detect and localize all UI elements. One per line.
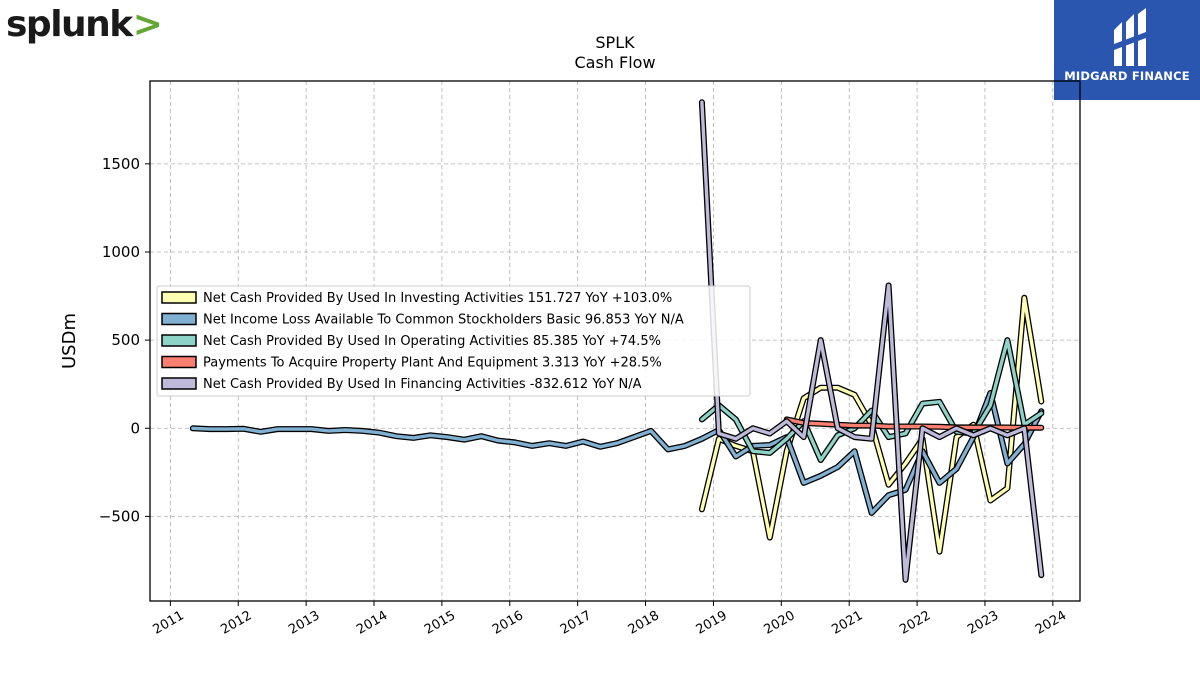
- x-tick-label: 2017: [558, 608, 594, 638]
- splunk-logo-text: splunk: [6, 4, 133, 45]
- x-tick-label: 2016: [490, 608, 526, 638]
- x-tick-label: 2019: [694, 608, 730, 638]
- legend-item: Net Cash Provided By Used In Investing A…: [161, 291, 672, 306]
- legend-item: Payments To Acquire Property Plant And E…: [161, 355, 662, 371]
- y-tick-label: 500: [111, 331, 140, 349]
- x-tick-label: 2023: [965, 608, 1001, 638]
- y-tick-label: 1500: [102, 155, 140, 173]
- series-4: [783, 416, 1045, 431]
- legend-item: Net Income Loss Available To Common Stoc…: [161, 312, 684, 328]
- x-tick-label: 2013: [286, 608, 322, 638]
- midgard-mark-icon: [1114, 8, 1146, 66]
- chart-subtitle: Cash Flow: [574, 53, 655, 72]
- x-tick-label: 2014: [354, 608, 390, 638]
- series-line: [700, 338, 1044, 462]
- legend-label: Net Cash Provided By Used In Investing A…: [203, 291, 672, 306]
- legend-swatch: [161, 334, 197, 347]
- legend-label: Payments To Acquire Property Plant And E…: [203, 356, 662, 371]
- legend-item: Net Cash Provided By Used In Operating A…: [161, 334, 661, 349]
- midgard-finance-logo: MIDGARD FINANCE: [1054, 0, 1200, 100]
- legend-swatch: [161, 355, 197, 369]
- splunk-logo: splunk>: [6, 4, 163, 45]
- x-tick-label: 2020: [761, 608, 797, 638]
- x-tick-label: 2022: [897, 608, 933, 638]
- legend-label: Net Cash Provided By Used In Operating A…: [203, 334, 661, 349]
- legend: Net Cash Provided By Used In Investing A…: [156, 285, 751, 397]
- series-line: [785, 417, 1044, 430]
- x-tick-label: 2011: [151, 608, 187, 638]
- y-tick-label: 1000: [102, 243, 140, 261]
- legend-label: Net Cash Provided By Used In Financing A…: [203, 377, 642, 392]
- legend-swatch: [161, 312, 197, 326]
- x-tick-label: 2024: [1033, 608, 1069, 638]
- y-tick-label: 0: [130, 419, 140, 437]
- y-tick-label: −500: [99, 507, 140, 525]
- legend-box: [156, 285, 751, 397]
- x-tick-label: 2018: [626, 608, 662, 638]
- legend-swatch: [161, 377, 197, 390]
- x-tick-label: 2015: [422, 608, 458, 638]
- series-3: [698, 337, 1045, 463]
- chart-title: SPLK: [595, 33, 635, 52]
- plot-frame: [149, 80, 1081, 602]
- x-tick-label: 2012: [218, 608, 254, 638]
- splunk-chevron-icon: >: [132, 4, 163, 45]
- legend-swatch: [161, 291, 197, 304]
- series-lines: [189, 99, 1045, 583]
- y-axis-label: USDm: [59, 313, 80, 369]
- x-tick-label: 2021: [829, 608, 865, 638]
- series-5: [698, 99, 1045, 583]
- midgard-brand-text: MIDGARD FINANCE: [1064, 69, 1190, 83]
- legend-label: Net Income Loss Available To Common Stoc…: [203, 313, 684, 328]
- legend-item: Net Cash Provided By Used In Financing A…: [161, 377, 642, 392]
- series-line: [700, 100, 1044, 582]
